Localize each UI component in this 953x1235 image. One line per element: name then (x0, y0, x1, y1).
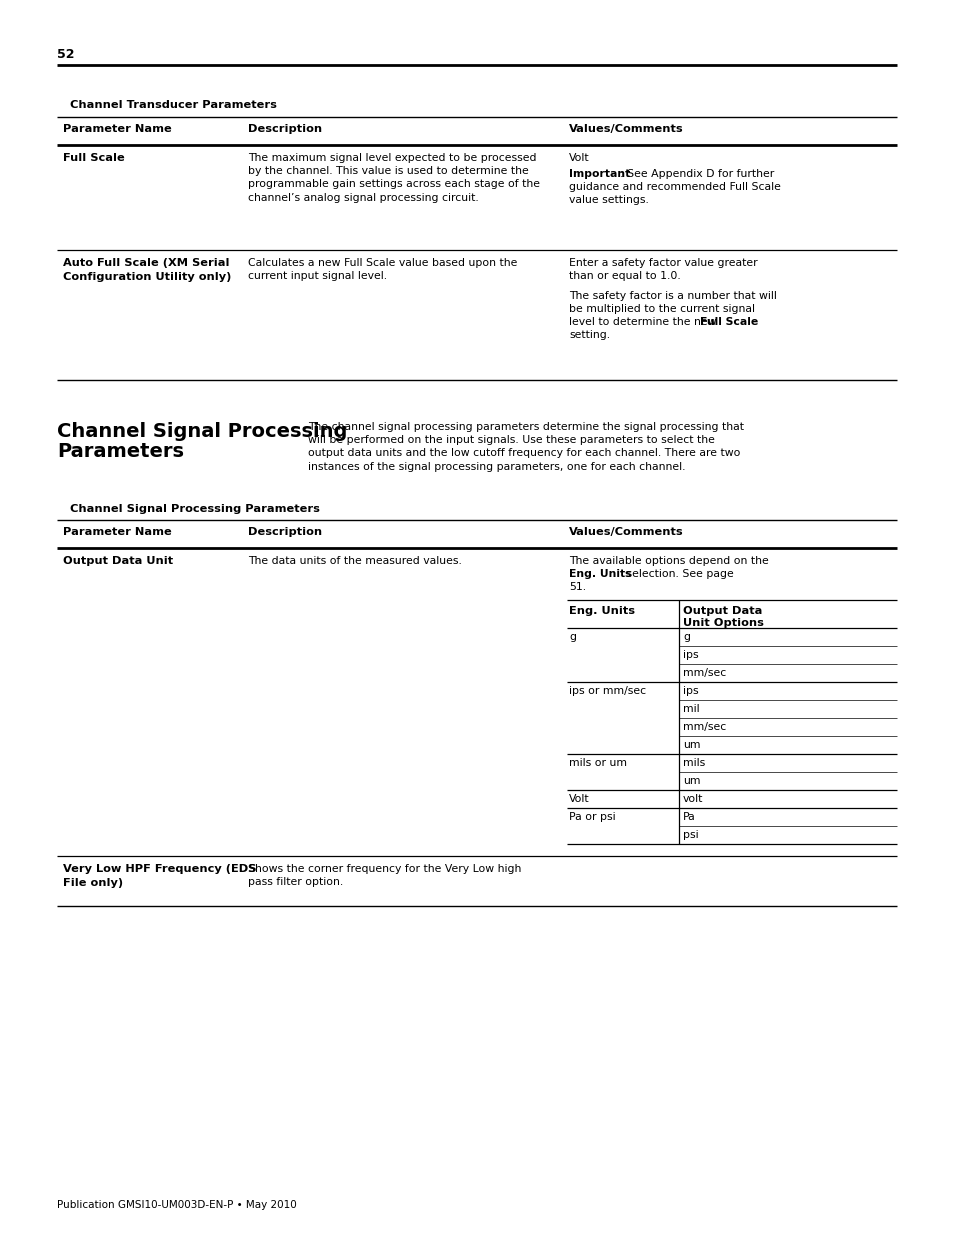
Text: Values/Comments: Values/Comments (568, 527, 683, 537)
Text: ips: ips (682, 650, 698, 659)
Text: Parameters: Parameters (57, 442, 184, 461)
Text: Shows the corner frequency for the Very Low high
pass filter option.: Shows the corner frequency for the Very … (248, 864, 521, 887)
Text: Pa or psi: Pa or psi (568, 811, 615, 823)
Text: 51.: 51. (568, 582, 585, 592)
Text: be multiplied to the current signal: be multiplied to the current signal (568, 304, 754, 314)
Text: Auto Full Scale (XM Serial: Auto Full Scale (XM Serial (63, 258, 230, 268)
Text: Pa: Pa (682, 811, 695, 823)
Text: Full Scale: Full Scale (63, 153, 125, 163)
Text: Configuration Utility only): Configuration Utility only) (63, 272, 232, 282)
Text: g: g (568, 632, 576, 642)
Text: Very Low HPF Frequency (EDS: Very Low HPF Frequency (EDS (63, 864, 256, 874)
Text: value settings.: value settings. (568, 195, 648, 205)
Text: um: um (682, 776, 700, 785)
Text: mils or um: mils or um (568, 758, 626, 768)
Text: mm/sec: mm/sec (682, 722, 725, 732)
Text: The data units of the measured values.: The data units of the measured values. (248, 556, 461, 566)
Text: Eng. Units: Eng. Units (568, 606, 635, 616)
Text: Volt: Volt (568, 794, 589, 804)
Text: Output Data: Output Data (682, 606, 761, 616)
Text: ips or mm/sec: ips or mm/sec (568, 685, 645, 697)
Text: Description: Description (248, 124, 322, 135)
Text: volt: volt (682, 794, 702, 804)
Text: mils: mils (682, 758, 704, 768)
Text: The channel signal processing parameters determine the signal processing that
wi: The channel signal processing parameters… (308, 422, 743, 472)
Text: um: um (682, 740, 700, 750)
Text: Calculates a new Full Scale value based upon the
current input signal level.: Calculates a new Full Scale value based … (248, 258, 517, 282)
Text: : See Appendix D for further: : See Appendix D for further (619, 169, 774, 179)
Text: Full Scale: Full Scale (700, 317, 758, 327)
Text: Enter a safety factor value greater: Enter a safety factor value greater (568, 258, 757, 268)
Text: Channel Signal Processing: Channel Signal Processing (57, 422, 347, 441)
Text: selection. See page: selection. See page (622, 569, 733, 579)
Text: mil: mil (682, 704, 699, 714)
Text: g: g (682, 632, 689, 642)
Text: Values/Comments: Values/Comments (568, 124, 683, 135)
Text: level to determine the new: level to determine the new (568, 317, 720, 327)
Text: Parameter Name: Parameter Name (63, 124, 172, 135)
Text: Output Data Unit: Output Data Unit (63, 556, 172, 566)
Text: Publication GMSI10-UM003D-EN-P • May 2010: Publication GMSI10-UM003D-EN-P • May 201… (57, 1200, 296, 1210)
Text: psi: psi (682, 830, 698, 840)
Text: setting.: setting. (568, 330, 610, 340)
Text: Eng. Units: Eng. Units (568, 569, 631, 579)
Text: ips: ips (682, 685, 698, 697)
Text: Channel Transducer Parameters: Channel Transducer Parameters (70, 100, 276, 110)
Text: File only): File only) (63, 878, 123, 888)
Text: Description: Description (248, 527, 322, 537)
Text: Volt: Volt (568, 153, 589, 163)
Text: The maximum signal level expected to be processed
by the channel. This value is : The maximum signal level expected to be … (248, 153, 539, 203)
Text: Important: Important (568, 169, 630, 179)
Text: Unit Options: Unit Options (682, 618, 763, 629)
Text: The available options depend on the: The available options depend on the (568, 556, 768, 566)
Text: The safety factor is a number that will: The safety factor is a number that will (568, 291, 776, 301)
Text: 52: 52 (57, 48, 74, 61)
Text: guidance and recommended Full Scale: guidance and recommended Full Scale (568, 182, 781, 191)
Text: Channel Signal Processing Parameters: Channel Signal Processing Parameters (70, 504, 319, 514)
Text: than or equal to 1.0.: than or equal to 1.0. (568, 270, 680, 282)
Text: mm/sec: mm/sec (682, 668, 725, 678)
Text: Parameter Name: Parameter Name (63, 527, 172, 537)
